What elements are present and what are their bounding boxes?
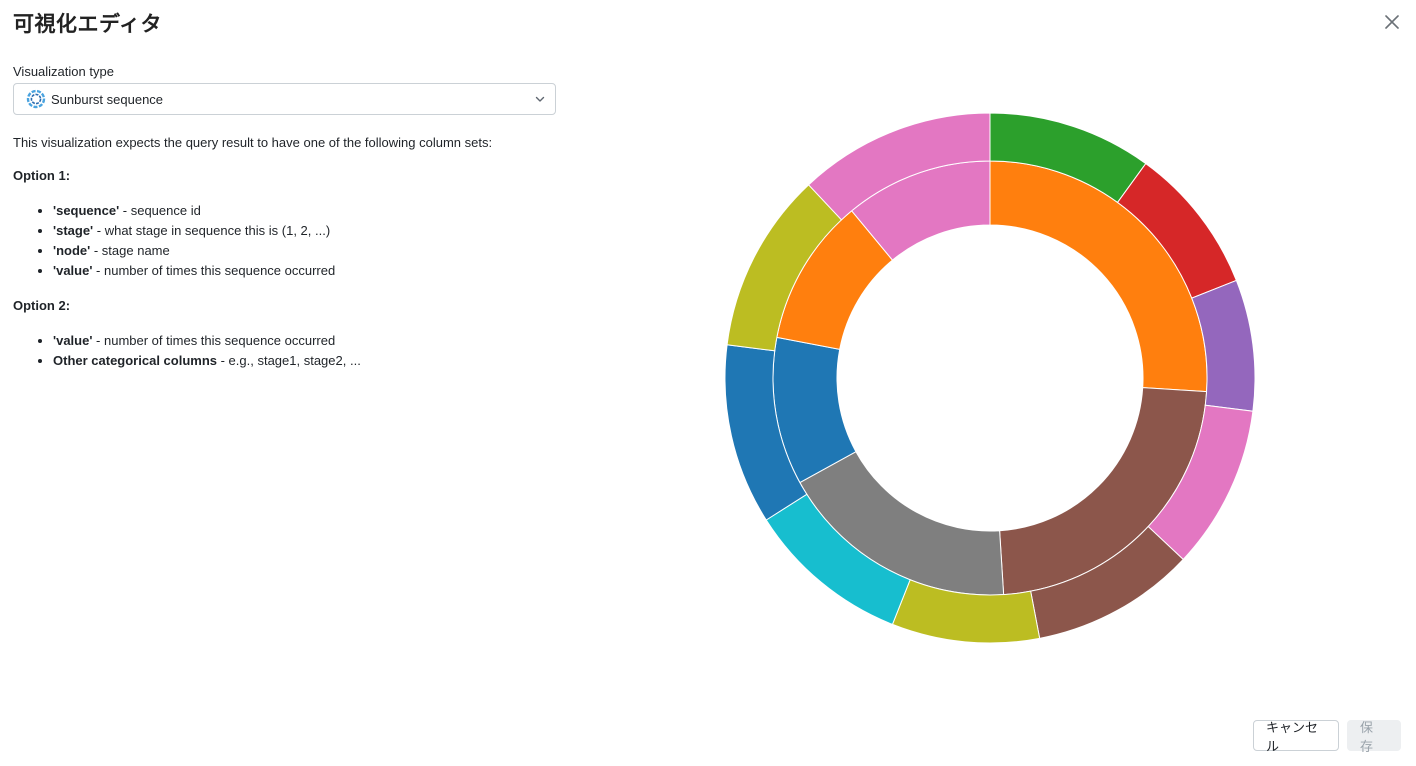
editor-panel: Visualization type Sunburst sequence Thi… bbox=[13, 64, 556, 371]
visualization-type-select[interactable]: Sunburst sequence bbox=[13, 83, 556, 115]
save-button[interactable]: 保 存 bbox=[1347, 720, 1401, 755]
list-item: 'sequence' - sequence id bbox=[53, 201, 556, 221]
option-2-column-list: 'value' - number of times this sequence … bbox=[13, 331, 556, 371]
chevron-down-icon bbox=[535, 96, 545, 102]
column-desc: - sequence id bbox=[119, 203, 201, 218]
column-desc: - what stage in sequence this is (1, 2, … bbox=[93, 223, 331, 238]
close-button[interactable] bbox=[1382, 12, 1402, 32]
visualization-type-value: Sunburst sequence bbox=[51, 91, 164, 107]
column-desc: - e.g., stage1, stage2, ... bbox=[217, 353, 361, 368]
column-desc: - number of times this sequence occurred bbox=[92, 263, 336, 278]
sunburst-segment-level2-9[interactable] bbox=[807, 112, 991, 221]
list-item: Other categorical columns - e.g., stage1… bbox=[53, 351, 556, 371]
list-item: 'stage' - what stage in sequence this is… bbox=[53, 221, 556, 241]
column-key: 'value' bbox=[53, 263, 93, 278]
list-item: 'value' - number of times this sequence … bbox=[53, 331, 556, 351]
visualization-type-label: Visualization type bbox=[13, 64, 114, 79]
sunburst-icon bbox=[26, 89, 46, 109]
list-item: 'node' - stage name bbox=[53, 241, 556, 261]
dialog-title: 可視化エディタ bbox=[13, 12, 163, 36]
column-key: 'node' bbox=[53, 243, 91, 258]
dialog-footer: キャンセル 保 存 bbox=[1253, 720, 1401, 755]
list-item: 'value' - number of times this sequence … bbox=[53, 261, 556, 281]
column-desc: - number of times this sequence occurred bbox=[92, 333, 336, 348]
cancel-button[interactable]: キャンセル bbox=[1253, 720, 1339, 755]
column-key: Other categorical columns bbox=[53, 353, 217, 368]
option-2-heading: Option 2: bbox=[13, 298, 71, 313]
column-key: 'sequence' bbox=[53, 203, 120, 218]
option-1-heading: Option 1: bbox=[13, 168, 71, 183]
close-icon bbox=[1385, 15, 1399, 29]
column-description: This visualization expects the query res… bbox=[13, 135, 493, 150]
column-key: 'value' bbox=[53, 333, 93, 348]
column-key: 'stage' bbox=[53, 223, 94, 238]
column-desc: - stage name bbox=[90, 243, 170, 258]
option-1-column-list: 'sequence' - sequence id 'stage' - what … bbox=[13, 201, 556, 281]
sunburst-chart bbox=[724, 112, 1256, 644]
